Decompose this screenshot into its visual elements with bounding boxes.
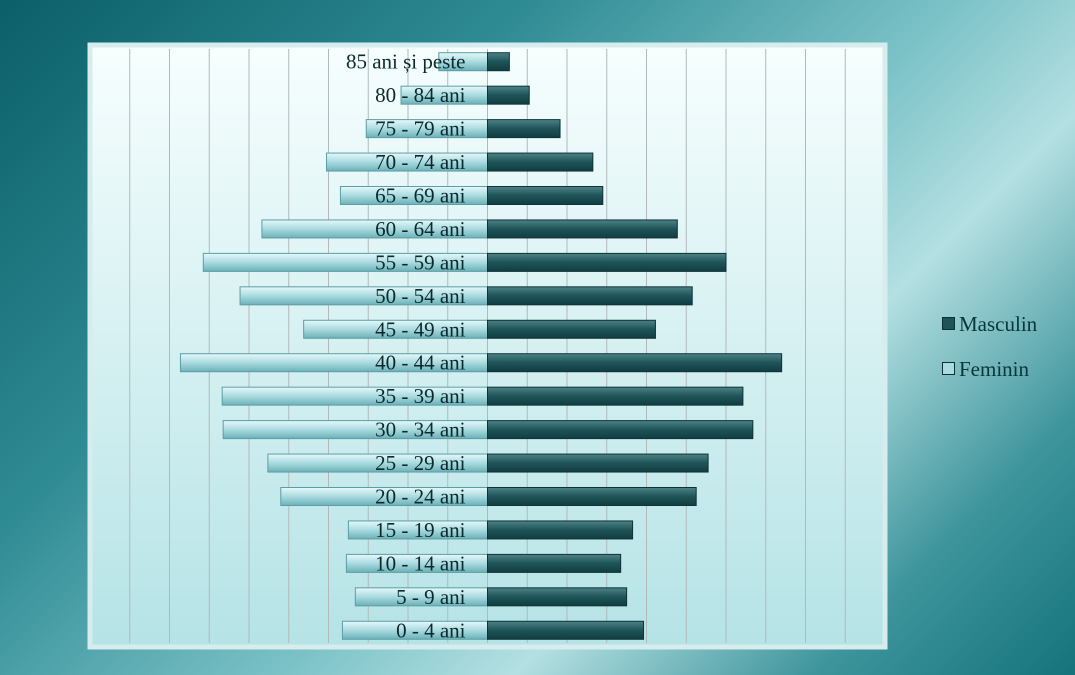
category-label: 65 - 69 ani bbox=[375, 184, 466, 208]
legend-label-masculin: Masculin bbox=[959, 312, 1038, 336]
category-label: 20 - 24 ani bbox=[375, 485, 466, 509]
bar-masculin bbox=[487, 487, 697, 506]
bar-masculin bbox=[487, 386, 744, 406]
category-label: 80 - 84 ani bbox=[375, 83, 466, 107]
bar-masculin bbox=[487, 119, 561, 139]
category-label: 15 - 19 ani bbox=[375, 518, 466, 542]
legend-item-masculin: Masculin bbox=[942, 312, 1037, 337]
category-label: 85 ani și peste bbox=[346, 50, 466, 74]
category-label: 60 - 64 ani bbox=[375, 217, 466, 241]
category-label: 45 - 49 ani bbox=[375, 317, 466, 341]
bar-masculin bbox=[487, 186, 604, 205]
category-label: 0 - 4 ani bbox=[396, 618, 466, 642]
bar-masculin bbox=[487, 553, 622, 573]
bar-masculin bbox=[487, 152, 594, 172]
legend-swatch-feminin bbox=[942, 362, 955, 375]
category-label: 30 - 34 ani bbox=[375, 418, 466, 442]
bar-masculin bbox=[487, 52, 510, 72]
category-label: 70 - 74 ani bbox=[375, 150, 466, 174]
category-label: 25 - 29 ani bbox=[375, 451, 466, 475]
bar-masculin bbox=[487, 353, 783, 373]
bar-masculin bbox=[487, 286, 693, 306]
bar-masculin bbox=[487, 85, 530, 105]
bar-masculin bbox=[487, 319, 656, 339]
bar-masculin bbox=[487, 520, 634, 540]
category-label: 40 - 44 ani bbox=[375, 351, 466, 375]
bar-masculin bbox=[487, 420, 754, 440]
bar-masculin bbox=[487, 219, 678, 239]
category-label: 35 - 39 ani bbox=[375, 384, 466, 408]
bar-masculin bbox=[487, 453, 709, 473]
bar-masculin bbox=[487, 620, 645, 640]
category-label: 5 - 9 ani bbox=[396, 585, 466, 609]
legend-label-feminin: Feminin bbox=[959, 357, 1030, 381]
category-label: 10 - 14 ani bbox=[375, 551, 466, 575]
category-label: 55 - 59 ani bbox=[375, 250, 466, 274]
bar-masculin bbox=[487, 587, 628, 607]
legend-item-feminin: Feminin bbox=[942, 357, 1029, 382]
category-label: 50 - 54 ani bbox=[375, 284, 466, 308]
category-label: 75 - 79 ani bbox=[375, 117, 466, 141]
legend-swatch-masculin bbox=[942, 317, 955, 330]
bar-masculin bbox=[487, 252, 727, 272]
